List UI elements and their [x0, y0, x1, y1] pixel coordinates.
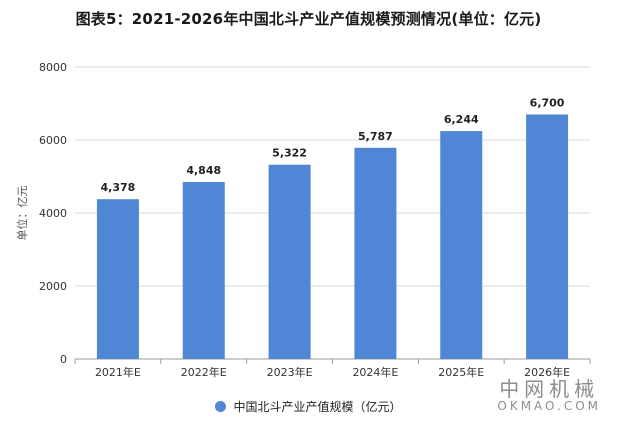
x-tick-label: 2024年E [352, 365, 398, 379]
x-tick-label: 2021年E [95, 365, 141, 379]
bar-value-label: 6,244 [444, 113, 479, 126]
x-tick-label: 2026年E [524, 365, 570, 379]
bar [268, 164, 311, 359]
y-axis-title: 单位：亿元 [15, 186, 29, 241]
chart-legend: 中国北斗产业产值规模（亿元） [0, 398, 617, 415]
x-tick-label: 2025年E [438, 365, 484, 379]
x-tick-label: 2022年E [181, 365, 227, 379]
legend-swatch [215, 401, 227, 412]
legend-label: 中国北斗产业产值规模（亿元） [233, 400, 402, 414]
bar-value-label: 4,378 [101, 181, 136, 194]
y-tick-label: 6000 [39, 134, 67, 147]
y-tick-label: 8000 [39, 61, 67, 74]
chart-title: 图表5：2021-2026年中国北斗产业产值规模预测情况(单位：亿元) [75, 10, 542, 28]
bar-value-label: 6,700 [530, 96, 565, 109]
watermark-text-en: OKMAO.COM [497, 399, 601, 414]
y-tick-label: 0 [60, 353, 67, 366]
y-tick-label: 4000 [39, 207, 67, 220]
watermark-text-cn: 中网机械 [499, 377, 600, 402]
bar-value-label: 5,787 [358, 130, 393, 143]
bar-value-label: 5,322 [272, 147, 307, 160]
bar-value-label: 4,848 [186, 164, 221, 177]
bar [96, 199, 139, 359]
bar [182, 182, 225, 359]
bar [440, 131, 483, 359]
y-tick-label: 2000 [39, 280, 67, 293]
bar [526, 114, 569, 359]
x-tick-label: 2023年E [267, 365, 313, 379]
watermark-logo: 中网机械 OKMAO.COM [497, 379, 601, 413]
bar [354, 147, 397, 359]
